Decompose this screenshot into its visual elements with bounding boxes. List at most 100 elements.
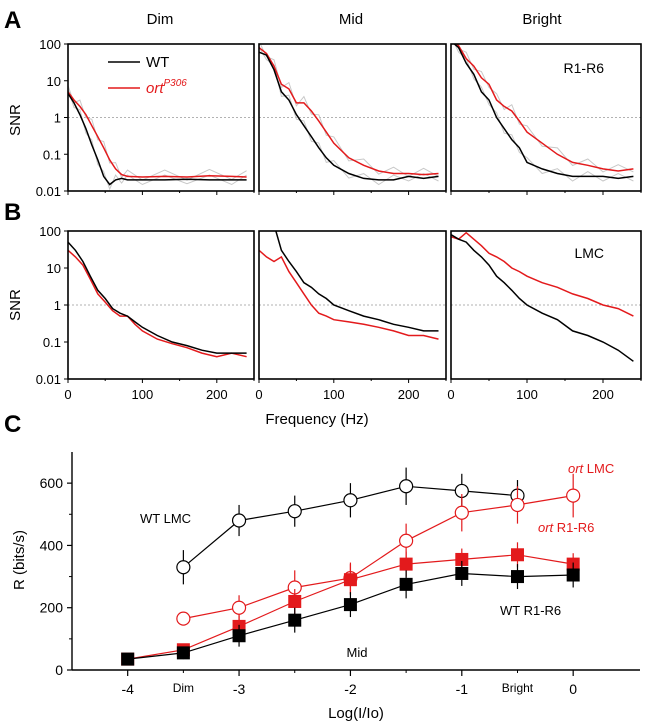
- snr-subplot-a-mid: [258, 43, 447, 195]
- c-data-point: [510, 497, 525, 513]
- panel-letter-c: C: [4, 411, 21, 438]
- c-data-point: [399, 533, 414, 548]
- c-y-tick-label: 200: [40, 600, 64, 616]
- series-label-wt-r1r6: WT R1-R6: [500, 603, 561, 618]
- c-x-tick-label: -1: [456, 681, 469, 697]
- series-line-wt: [453, 44, 634, 180]
- panel-a-label: R1-R6: [564, 60, 605, 76]
- c-data-point: [231, 513, 247, 528]
- y-tick-label: 100: [39, 224, 61, 239]
- series-label-ort-lmc-text: LMC: [583, 461, 614, 476]
- trial-trace: [259, 47, 439, 186]
- panel-c-ylabel-text: R (bits/s): [11, 530, 28, 590]
- y-tick-label: 0.1: [43, 335, 61, 350]
- c-data-point: [510, 570, 524, 584]
- c-series-line: [183, 495, 574, 620]
- snr-subplot-b-dim: 0.01 0.1 1 10 100 0 100 200: [36, 224, 255, 402]
- c-x-extra-label: Dim: [173, 681, 194, 695]
- series-label-wt-lmc: WT LMC: [140, 511, 191, 526]
- snr-subplot-b-mid: 0 100 200: [255, 230, 447, 402]
- c-x-tick-label: -3: [233, 681, 246, 697]
- column-title-mid: Mid: [339, 11, 363, 28]
- y-tick-label: 1: [54, 298, 61, 313]
- c-y-tick-label: 400: [40, 537, 64, 553]
- snr-subplot-a-dim: 0.01 0.1 1 10 100: [36, 37, 255, 199]
- panel-b-label: LMC: [574, 245, 604, 261]
- panel-letter-b: B: [4, 199, 21, 226]
- subplot-frame: [258, 43, 447, 192]
- legend: WT ortP306: [108, 54, 187, 97]
- c-data-point: [454, 505, 469, 520]
- series-label-ort-lmc-italic: ort: [568, 461, 585, 476]
- c-x-tick-label: 0: [569, 681, 577, 697]
- x-tick-label: 100: [323, 387, 345, 402]
- series-line-ort: [259, 47, 439, 176]
- series-line-ort: [455, 44, 634, 172]
- series-label-ort-r1r6-text: R1-R6: [553, 520, 594, 535]
- c-data-point: [399, 479, 414, 494]
- c-data-point: [287, 504, 302, 519]
- c-y-tick-label: 600: [40, 475, 64, 491]
- panel-letter-a: A: [4, 7, 21, 34]
- frequency-axis-label: Frequency (Hz): [265, 411, 368, 428]
- c-data-point: [566, 568, 580, 582]
- panel-c-ylabel: R (bits/s): [11, 530, 28, 590]
- series-line-wt: [259, 231, 439, 332]
- column-title-dim: Dim: [147, 11, 174, 28]
- x-tick-label: 0: [447, 387, 454, 402]
- series-label-ort-lmc: ort LMC: [568, 461, 614, 476]
- c-x-extra-label: Bright: [502, 681, 534, 695]
- c-data-point: [399, 557, 413, 571]
- c-data-point: [231, 600, 247, 615]
- c-data-point: [176, 646, 190, 660]
- c-data-point: [288, 613, 302, 627]
- x-tick-label: 100: [132, 387, 154, 402]
- x-tick-label: 200: [592, 387, 614, 402]
- c-data-point: [399, 577, 413, 591]
- c-data-point: [176, 560, 191, 575]
- subplot-frame: [450, 43, 642, 192]
- legend-ort-label: ortP306: [146, 78, 187, 97]
- y-tick-label: 10: [47, 74, 61, 89]
- trial-trace: [455, 44, 634, 173]
- subplot-frame: [450, 230, 642, 380]
- trial-trace: [68, 85, 247, 181]
- c-data-point: [343, 598, 357, 612]
- y-tick-label: 0.1: [43, 147, 61, 162]
- y-tick-label: 1: [54, 111, 61, 126]
- c-x-tick-label: -2: [344, 681, 357, 697]
- c-series-wt-r1-r6: [121, 561, 580, 666]
- c-data-point: [232, 629, 246, 643]
- snr-subplot-b-bright: 0 100 200: [447, 230, 642, 402]
- series-line-wt: [451, 233, 634, 362]
- snr-subplot-a-bright: [450, 43, 642, 195]
- trial-trace: [259, 44, 439, 178]
- x-tick-label: 200: [398, 387, 420, 402]
- c-y-tick-label: 0: [55, 662, 63, 678]
- x-tick-label: 0: [64, 387, 71, 402]
- series-line-ort: [68, 91, 247, 178]
- subplot-frame: [258, 230, 447, 380]
- y-tick-label: 100: [39, 37, 61, 52]
- panel-b-ylabel: SNR: [7, 289, 24, 321]
- legend-ort-text: ort: [146, 80, 164, 97]
- c-data-point: [343, 573, 357, 587]
- series-line-wt: [259, 51, 439, 181]
- trial-trace: [454, 44, 634, 182]
- y-tick-label: 10: [47, 261, 61, 276]
- x-tick-label: 200: [206, 387, 228, 402]
- snr-plots: 0.01 0.1 1 10 100 0.01 0.1 1 10 100 0 100 200 0 100 200…: [36, 37, 642, 402]
- series-line-ort: [451, 231, 634, 317]
- y-tick-label: 0.01: [36, 372, 61, 387]
- inner-label-mid: Mid: [347, 645, 368, 660]
- legend-ort-superscript: P306: [164, 78, 188, 89]
- series-label-ort-r1r6-italic: ort: [538, 520, 555, 535]
- c-data-point: [121, 652, 135, 666]
- series-line-ort: [68, 249, 247, 358]
- y-tick-label: 0.01: [36, 184, 61, 199]
- series-label-ort-r1r6: ort R1-R6: [538, 520, 594, 535]
- panel-a-ylabel: SNR: [7, 104, 24, 136]
- info-rate-plot: 0 200 400 600 -4 -3 -2 -1 0 Dim Bright: [40, 452, 640, 697]
- c-series-wt-lmc: [176, 467, 525, 585]
